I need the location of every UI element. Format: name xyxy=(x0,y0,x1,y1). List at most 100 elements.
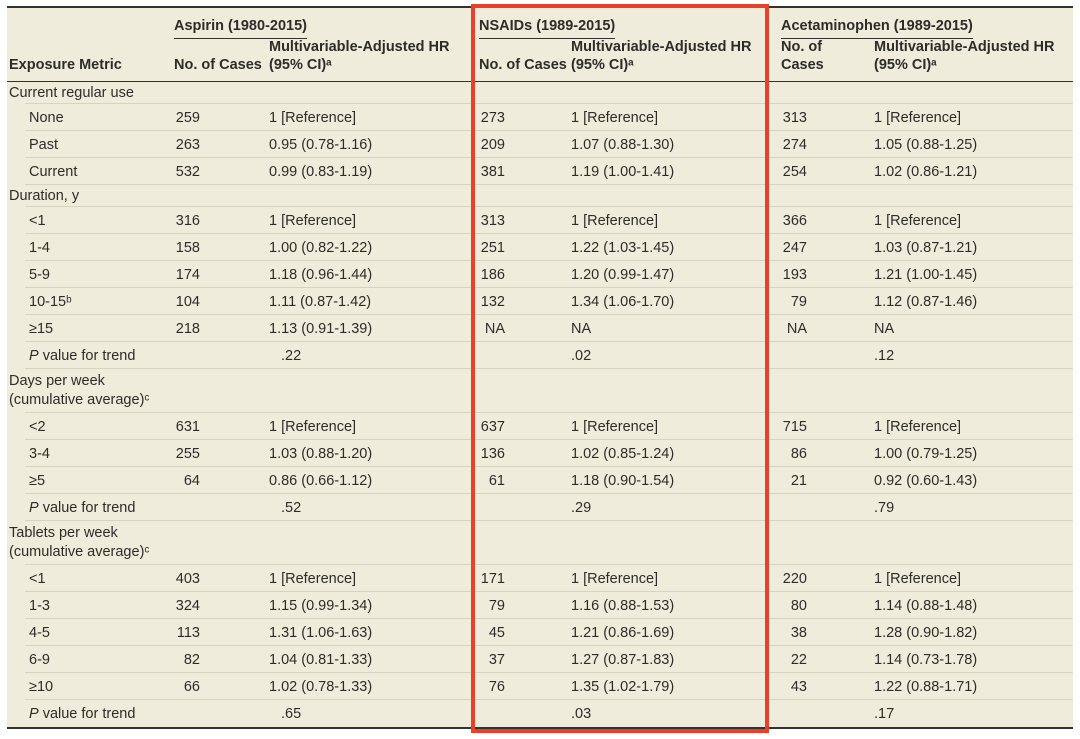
hr-header-line2: (95% CI)ᵃ xyxy=(874,57,937,74)
row-label: ≥15 xyxy=(29,320,54,337)
group-title-aspirin: Aspirin (1980-2015) xyxy=(174,18,307,39)
column-header-aspirin-hr: Multivariable-Adjusted HR (95% CI)ᵃ xyxy=(269,38,475,74)
row-label: P value for trend xyxy=(29,499,136,516)
nsaids-hr-cell: 1.27 (0.87-1.83) xyxy=(571,651,675,668)
aspirin-cases-cell: 324 xyxy=(175,597,200,614)
nsaids-hr-cell: 1 [Reference] xyxy=(571,109,659,126)
row-label: 4-5 xyxy=(29,624,50,641)
aspirin-hr-cell: 1.00 (0.82-1.22) xyxy=(269,239,373,256)
nsaids-cases-cell: 45 xyxy=(488,624,505,641)
aspirin-cases-cell: 158 xyxy=(175,239,200,256)
acetaminophen-hr-cell: 1.12 (0.87-1.46) xyxy=(874,293,978,310)
aspirin-pvalue-cell: .22 xyxy=(281,347,302,364)
row-label: 3-4 xyxy=(29,445,50,462)
table-body: Current regular use None 259 1 [Reference] 2… xyxy=(7,82,1073,727)
row-label: ≥5 xyxy=(29,472,46,489)
nsaids-hr-cell: 1.19 (1.00-1.41) xyxy=(571,163,675,180)
section-label: Days per week (cumulative average)ᶜ xyxy=(9,373,150,409)
acetaminophen-cases-cell: NA xyxy=(786,320,807,337)
table-row: Current 532 0.99 (0.83-1.19) 381 1.19 (1.00-… xyxy=(7,158,1073,186)
acetaminophen-hr-cell: 1.00 (0.79-1.25) xyxy=(874,445,978,462)
aspirin-hr-cell: 1 [Reference] xyxy=(269,418,357,435)
row-label: 6-9 xyxy=(29,651,50,668)
column-header-acetaminophen-hr: Multivariable-Adjusted HR (95% CI)ᵃ xyxy=(866,38,1071,74)
column-header-nsaids-cases: No. of Cases xyxy=(479,57,567,74)
acetaminophen-cases-cell: 220 xyxy=(782,570,807,587)
aspirin-hr-cell: 1 [Reference] xyxy=(269,109,357,126)
aspirin-cases-cell: 113 xyxy=(176,624,200,641)
column-header-exposure-metric: Exposure Metric xyxy=(9,57,122,74)
table-row: 5-9 174 1.18 (0.96-1.44) 186 1.20 (0.99-1.47… xyxy=(7,261,1073,289)
nsaids-hr-cell: 1.22 (1.03-1.45) xyxy=(571,239,675,256)
aspirin-hr-cell: 1.04 (0.81-1.33) xyxy=(269,651,373,668)
acetaminophen-hr-cell: 1.22 (0.88-1.71) xyxy=(874,678,978,695)
acetaminophen-cases-cell: 715 xyxy=(782,418,807,435)
nsaids-cases-cell: 76 xyxy=(488,678,505,695)
nsaids-hr-cell: 1 [Reference] xyxy=(571,570,659,587)
nsaids-hr-cell: 1.18 (0.90-1.54) xyxy=(571,472,675,489)
table-row: 1-4 158 1.00 (0.82-1.22) 251 1.22 (1.03-1.45… xyxy=(7,234,1073,262)
acetaminophen-cases-cell: 193 xyxy=(782,266,807,283)
column-group-acetaminophen: Acetaminophen (1989-2015) xyxy=(773,18,1073,39)
acetaminophen-cases-cell: 38 xyxy=(790,624,807,641)
acetaminophen-pvalue-cell: .12 xyxy=(874,347,895,364)
column-group-nsaids: NSAIDs (1989-2015) xyxy=(475,18,773,39)
aspirin-cases-cell: 104 xyxy=(175,293,200,310)
nsaids-hr-cell: 1.35 (1.02-1.79) xyxy=(571,678,675,695)
hr-header-line2: (95% CI)ᵃ xyxy=(571,57,634,74)
acetaminophen-hr-cell: 1.21 (1.00-1.45) xyxy=(874,266,978,283)
aspirin-pvalue-cell: .65 xyxy=(281,705,302,722)
aspirin-cases-cell: 218 xyxy=(175,320,200,337)
nsaids-hr-cell: 1.02 (0.85-1.24) xyxy=(571,445,675,462)
table-row: Tablets per week (cumulative average)ᶜ xyxy=(7,521,1073,566)
nsaids-cases-cell: 37 xyxy=(488,651,505,668)
section-label: Current regular use xyxy=(9,84,134,101)
table-row: ≥15 218 1.13 (0.91-1.39) NA NA NA NA xyxy=(7,315,1073,343)
acetaminophen-cases-cell: 247 xyxy=(782,239,807,256)
acetaminophen-pvalue-cell: .79 xyxy=(874,499,895,516)
row-label: P value for trend xyxy=(29,705,136,722)
acetaminophen-hr-cell: NA xyxy=(874,320,895,337)
aspirin-cases-cell: 263 xyxy=(175,136,200,153)
aspirin-hr-cell: 0.99 (0.83-1.19) xyxy=(269,163,373,180)
acetaminophen-cases-cell: 43 xyxy=(790,678,807,695)
acetaminophen-cases-cell: 86 xyxy=(790,445,807,462)
row-label: <2 xyxy=(29,418,46,435)
acetaminophen-hr-cell: 1 [Reference] xyxy=(874,570,962,587)
aspirin-cases-cell: 403 xyxy=(175,570,200,587)
nsaids-hr-cell: 1 [Reference] xyxy=(571,212,659,229)
nsaids-cases-cell: 209 xyxy=(480,136,505,153)
nsaids-pvalue-cell: .02 xyxy=(571,347,592,364)
acetaminophen-hr-cell: 0.92 (0.60-1.43) xyxy=(874,472,978,489)
aspirin-hr-cell: 1.02 (0.78-1.33) xyxy=(269,678,373,695)
table-row: 1-3 324 1.15 (0.99-1.34) 79 1.16 (0.88-1.53)… xyxy=(7,592,1073,620)
acetaminophen-cases-cell: 22 xyxy=(790,651,807,668)
acetaminophen-hr-cell: 1.14 (0.73-1.78) xyxy=(874,651,978,668)
nsaids-hr-cell: 1.16 (0.88-1.53) xyxy=(571,597,675,614)
row-label: 1-4 xyxy=(29,239,50,256)
acetaminophen-hr-cell: 1.14 (0.88-1.48) xyxy=(874,597,978,614)
aspirin-cases-cell: 66 xyxy=(183,678,200,695)
aspirin-cases-cell: 82 xyxy=(183,651,200,668)
nsaids-hr-cell: 1.34 (1.06-1.70) xyxy=(571,293,675,310)
section-label: Tablets per week (cumulative average)ᶜ xyxy=(9,525,150,561)
nsaids-pvalue-cell: .03 xyxy=(571,705,592,722)
aspirin-hr-cell: 1.03 (0.88-1.20) xyxy=(269,445,373,462)
table-row: P value for trend .52 .29 .79 xyxy=(7,494,1073,522)
nsaids-hr-cell: 1.07 (0.88-1.30) xyxy=(571,136,675,153)
aspirin-pvalue-cell: .52 xyxy=(281,499,302,516)
table-row: P value for trend .65 .03 .17 xyxy=(7,700,1073,727)
group-title-acetaminophen: Acetaminophen (1989-2015) xyxy=(781,18,973,39)
row-label: Current xyxy=(29,163,78,180)
hr-header-line2: (95% CI)ᵃ xyxy=(269,57,332,74)
nsaids-cases-cell: 61 xyxy=(488,472,505,489)
table-row: P value for trend .22 .02 .12 xyxy=(7,342,1073,370)
group-header-spacer xyxy=(7,18,174,34)
nsaids-cases-cell: 132 xyxy=(480,293,505,310)
table-row: 6-9 82 1.04 (0.81-1.33) 37 1.27 (0.87-1.83) 2… xyxy=(7,646,1073,674)
table-row: Current regular use xyxy=(7,82,1073,105)
table-row: ≥10 66 1.02 (0.78-1.33) 76 1.35 (1.02-1.79) 4… xyxy=(7,673,1073,701)
nsaids-cases-cell: 637 xyxy=(480,418,505,435)
acetaminophen-cases-cell: 21 xyxy=(790,472,807,489)
nsaids-hr-cell: 1 [Reference] xyxy=(571,418,659,435)
